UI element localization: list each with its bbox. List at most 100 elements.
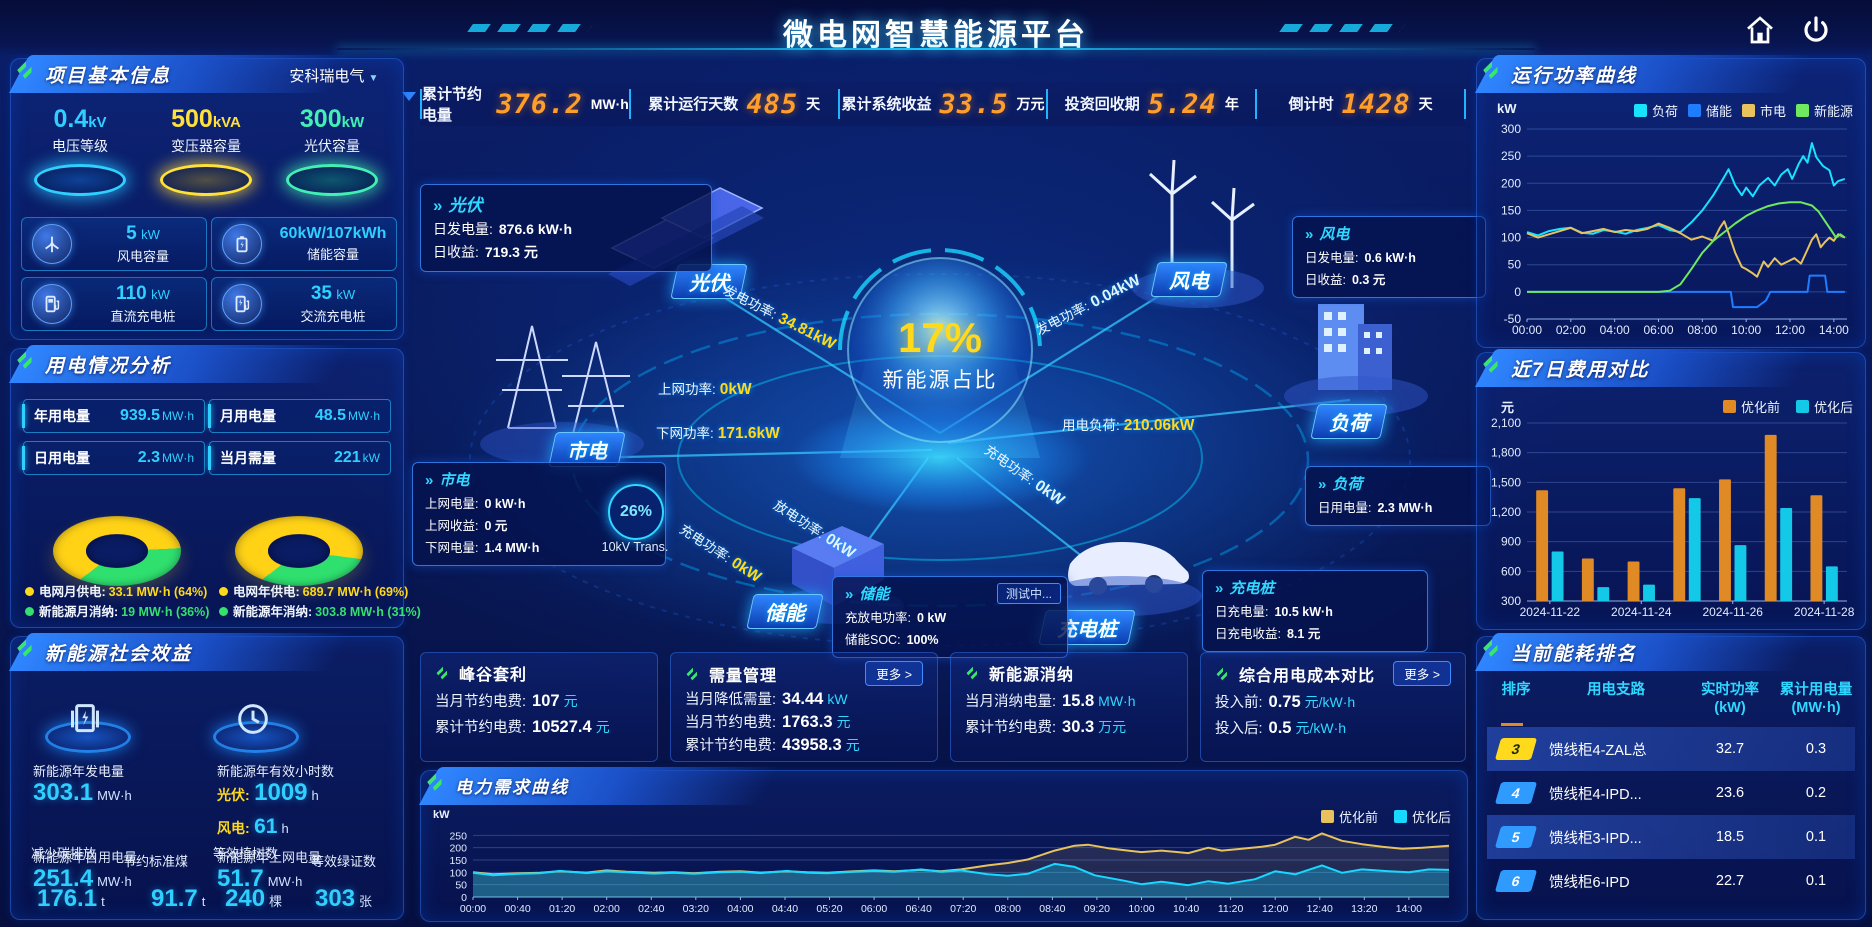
corner-icon [427,773,442,791]
chevron-icon: » [425,472,434,489]
svg-text:02:00: 02:00 [594,903,620,915]
panel-project-info-header: 项目基本信息 安科瑞电气 ▼ [9,55,378,93]
table-row[interactable]: 4 馈线柜4-IPD... 23.6 0.2 [1487,771,1855,815]
top-bar: 微电网智慧能源平台 [0,0,1872,56]
corner-icon [686,667,697,680]
svg-text:06:00: 06:00 [861,903,887,915]
power-icon[interactable] [1800,14,1832,46]
table-row[interactable]: 3 馈线柜4-ZAL总 32.7 0.3 [1487,727,1855,772]
svg-text:10:40: 10:40 [1173,903,1199,915]
header-decoration-left [467,24,593,32]
hologram-sphere [847,257,1033,443]
panel-benefit-header: 新能源社会效益 [9,633,351,671]
svg-text:300: 300 [1501,594,1521,608]
coal-label: 节约标准煤 [123,854,189,869]
card-peak-valley: 峰谷套利 当月节约电费: 107 元 累计节约电费: 10527.4 元 [420,652,658,762]
generation-icon [39,679,131,753]
stat-month-usage: 月用电量 48.5 MW·h [208,399,391,433]
svg-text:14:00: 14:00 [1819,323,1849,337]
card-renewable-consumption: 新能源消纳 当月消纳电量: 15.8 MW·h 累计节约电费: 30.3 万元 [950,652,1188,762]
svg-text:100: 100 [1501,231,1521,245]
stat-storage-capacity: 60kW/107kWh 储能容量 [211,217,397,271]
svg-text:06:40: 06:40 [906,903,932,915]
svg-text:11:20: 11:20 [1218,903,1244,915]
legend-item[interactable]: 负荷 [1633,101,1678,120]
legend-item[interactable]: 优化前 [1320,807,1378,826]
svg-text:13:20: 13:20 [1351,903,1377,915]
panel-power-header: 运行功率曲线 [1475,55,1814,93]
legend-item[interactable]: 优化前 [1722,397,1780,416]
svg-text:12:40: 12:40 [1307,903,1333,915]
svg-text:100: 100 [449,867,467,879]
cost-legend: 优化前 优化后 [1722,397,1853,416]
svg-text:00:00: 00:00 [460,903,486,915]
svg-text:50: 50 [455,880,467,892]
svg-text:900: 900 [1501,535,1521,549]
load-info-card: » 负荷 日用电量: 2.3 MW·h [1305,466,1491,526]
kpi-countdown: 倒计时 1428 天 [1255,89,1466,120]
svg-text:08:00: 08:00 [995,903,1021,915]
more-button[interactable]: 更多 > [865,661,923,686]
svg-text:250: 250 [1501,149,1521,163]
svg-text:03:20: 03:20 [683,903,709,915]
company-selector[interactable]: 安科瑞电气 ▼ [289,68,379,85]
svg-text:02:40: 02:40 [638,903,664,915]
legend-grid-month: 电网月供电: 33.1 MW·h (64%) [25,581,207,600]
flow-grid-import: 下网功率: 171.6kW [656,425,780,442]
stat-pv-capacity: 300kW 光伏容量 [273,105,391,196]
panel-usage-analysis: 用电情况分析 年用电量 939.5 MW·h 月用电量 48.5 MW·h 日用电量 2.… [9,345,421,628]
panel-social-benefit: 新能源社会效益 新能源年发电量 303.1 MW·h 新能源年有效小时数 光伏: … [9,633,404,920]
self-use-label: 新能源年自用电量 [33,850,138,865]
svg-text:04:40: 04:40 [772,903,798,915]
svg-text:200: 200 [1501,176,1521,190]
svg-text:12:00: 12:00 [1775,323,1805,337]
hours-icon [207,679,299,753]
co2-value: 91.7 t [151,885,206,912]
tree-label: 等效植树数 [213,846,279,861]
outer-ring [469,273,1411,647]
home-icon[interactable] [1744,14,1776,46]
stat-month-demand: 当月需量 221 kW [208,441,391,475]
svg-text:1,500: 1,500 [1491,475,1521,489]
grid-export-value: 51.7 MW·h [217,865,303,892]
ranking-table: 排序 用电支路 实时功率 (kW) 累计用电量 (MW·h) 3 馈线柜4-ZAL总… [1487,681,1855,923]
svg-text:01:20: 01:20 [549,903,575,915]
header-decoration-right [1279,24,1405,32]
card-cost-comparison: 综合用电成本对比 更多 > 投入前: 0.75 元/kW·h 投入后: 0.5 元/kW·… [1200,652,1466,762]
dc-charger-icon [32,284,72,324]
page-title: 微电网智慧能源平台 [783,19,1089,52]
transformer-load-badge: 26% [608,484,664,540]
ac-charger-icon [222,284,262,324]
demand-y-unit: kW [433,809,450,821]
renewable-share-indicator: 17% 新能源占比 [882,314,998,392]
dropdown-icon: ▼ [368,73,379,84]
legend-item[interactable]: 新能源 [1795,101,1853,120]
legend-item[interactable]: 优化后 [1795,397,1853,416]
svg-text:08:40: 08:40 [1039,903,1065,915]
glow-pad [286,164,378,196]
panel-ranking-header: 当前能耗排名 [1475,633,1814,671]
storage-info-card: » 储能 测试中... 充放电功率: 0 kW 储能SOC: 100% [832,576,1068,658]
svg-text:1,200: 1,200 [1491,505,1521,519]
cost-y-unit: 元 [1501,400,1515,415]
grid-export-label: 新能源年上网电量 [217,850,322,865]
svg-text:07:20: 07:20 [950,903,976,915]
chevron-icon: » [433,196,443,215]
transformer-label: 10kV Trans. [601,540,669,554]
svg-text:06:00: 06:00 [1643,323,1673,337]
svg-text:150: 150 [1501,203,1521,217]
table-row[interactable]: 6 馈线柜6-IPD 22.7 0.1 [1487,859,1855,903]
card-demand-management: 需量管理 更多 > 当月降低需量: 34.44 kW 当月节约电费: 1763.3 元 累… [670,652,938,762]
legend-item[interactable]: 市电 [1741,101,1786,120]
chevron-icon: » [845,586,854,603]
cert-value: 303 张 [315,885,373,912]
coal-value: 176.1 t [37,885,105,912]
more-button[interactable]: 更多 > [1393,661,1451,686]
svg-text:0: 0 [461,892,467,904]
power-legend: 负荷 储能 市电 新能源 [1633,101,1853,120]
cost-compare-chart: 300 600 900 1,200 1,500 1,800 2,100 2024-11-22 2… [1481,415,1859,619]
legend-item[interactable]: 优化后 [1393,807,1451,826]
legend-item[interactable]: 储能 [1687,101,1732,120]
svg-text:14:00: 14:00 [1396,903,1422,915]
table-row[interactable]: 5 馈线柜3-IPD... 18.5 0.1 [1487,815,1855,860]
